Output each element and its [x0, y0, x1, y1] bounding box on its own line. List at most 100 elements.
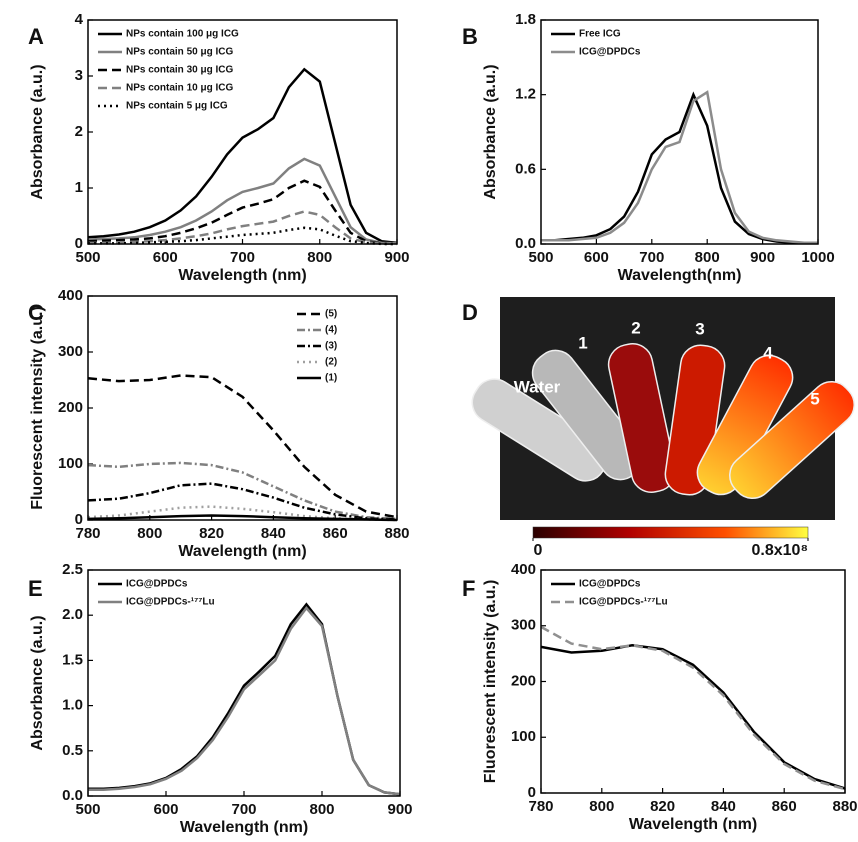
- x-tick-label: 880: [832, 798, 857, 815]
- y-tick-label: 400: [58, 287, 83, 304]
- series-line: [541, 91, 818, 245]
- x-tick-label: 800: [309, 801, 334, 818]
- series-line: [87, 157, 398, 245]
- tube-label: 1: [578, 333, 587, 352]
- y-tick-label: 1: [75, 179, 83, 196]
- y-axis-label: Absorbance (a.u.): [482, 64, 499, 199]
- x-tick-label: 880: [384, 525, 409, 542]
- tube-label: Water: [514, 377, 561, 396]
- x-tick-label: 820: [650, 798, 675, 815]
- tube-label: 4: [763, 343, 773, 362]
- y-tick-label: 0: [75, 235, 83, 252]
- legend-label: ICG@DPDCs: [579, 47, 641, 58]
- colorbar-tick-label: 0: [534, 542, 543, 559]
- legend-label: (2): [325, 357, 337, 368]
- y-tick-label: 0.6: [515, 160, 536, 177]
- series-line: [88, 210, 398, 246]
- legend-label: (4): [325, 325, 337, 336]
- x-axis-label: Wavelength (nm): [180, 819, 308, 836]
- legend-label: (1): [325, 373, 337, 384]
- plot-frame: [87, 569, 401, 797]
- x-tick-label: 900: [387, 801, 412, 818]
- panel-letter: A: [28, 24, 44, 49]
- y-tick-label: 0: [75, 511, 83, 528]
- x-axis-label: Wavelength(nm): [618, 267, 742, 284]
- legend-label: NPs contain 30 μg ICG: [126, 65, 233, 76]
- x-tick-label: 900: [750, 249, 775, 266]
- series-line: [87, 179, 398, 246]
- x-tick-label: 700: [231, 801, 256, 818]
- y-tick-label: 1.8: [515, 11, 536, 28]
- series-line: [540, 644, 846, 790]
- y-tick-label: 0.0: [62, 787, 83, 804]
- x-axis-label: Wavelength (nm): [629, 816, 757, 833]
- panel-letter: E: [28, 576, 43, 601]
- legend-label: ICG@DPDCs-¹⁷⁷Lu: [126, 597, 215, 608]
- y-axis-label: Absorbance (a.u.): [29, 615, 46, 750]
- series-line: [87, 67, 398, 245]
- x-tick-label: 860: [323, 525, 348, 542]
- x-tick-label: 860: [772, 798, 797, 815]
- legend-label: NPs contain 50 μg ICG: [126, 47, 233, 58]
- y-axis-label: Absorbance (a.u.): [29, 64, 46, 199]
- x-tick-label: 500: [528, 249, 553, 266]
- legend-label: NPs contain 5 μg ICG: [126, 101, 228, 112]
- x-tick-label: 600: [153, 249, 178, 266]
- tube-label: 3: [695, 319, 704, 338]
- series-line: [541, 90, 818, 245]
- y-tick-label: 0: [528, 784, 536, 801]
- y-tick-label: 2.5: [62, 561, 83, 578]
- x-tick-label: 700: [230, 249, 255, 266]
- x-tick-label: 840: [711, 798, 736, 815]
- tube-label: 5: [810, 389, 819, 408]
- y-tick-label: 400: [511, 561, 536, 578]
- x-tick-label: 1000: [801, 249, 834, 266]
- legend-label: ICG@DPDCs: [126, 579, 188, 590]
- y-tick-label: 200: [511, 672, 536, 689]
- x-tick-label: 600: [584, 249, 609, 266]
- x-tick-label: 800: [137, 525, 162, 542]
- legend-label: ICG@DPDCs: [579, 579, 641, 590]
- tube-label: 2: [631, 318, 640, 337]
- y-tick-label: 0.0: [515, 235, 536, 252]
- series-line: [87, 461, 398, 521]
- plot-frame: [540, 569, 846, 794]
- x-tick-label: 600: [153, 801, 178, 818]
- x-tick-label: 500: [75, 249, 100, 266]
- panel-letter: C: [28, 300, 44, 325]
- series-line: [87, 514, 398, 522]
- y-tick-label: 1.5: [62, 651, 83, 668]
- y-tick-label: 0.5: [62, 742, 83, 759]
- y-tick-label: 300: [511, 617, 536, 634]
- x-tick-label: 500: [75, 801, 100, 818]
- y-tick-label: 4: [75, 11, 84, 28]
- y-axis-label: Fluorescent intensity (a.u.): [29, 306, 46, 510]
- y-tick-label: 300: [58, 343, 83, 360]
- plot-frame: [87, 19, 398, 245]
- x-tick-label: 800: [589, 798, 614, 815]
- x-tick-label: 800: [695, 249, 720, 266]
- tube: [607, 343, 677, 493]
- y-tick-label: 2.0: [62, 606, 83, 623]
- plot-frame: [87, 295, 398, 521]
- legend-label: NPs contain 10 μg ICG: [126, 83, 233, 94]
- colorbar: [532, 526, 809, 539]
- y-tick-label: 100: [511, 728, 536, 745]
- panel-letter: F: [462, 576, 475, 601]
- panel-letter: D: [462, 300, 478, 325]
- plot-frame: [540, 19, 819, 245]
- series-line: [88, 606, 401, 796]
- legend-label: Free ICG: [579, 29, 621, 40]
- y-tick-label: 1.0: [62, 697, 83, 714]
- x-tick-label: 820: [199, 525, 224, 542]
- y-tick-label: 200: [58, 399, 83, 416]
- x-tick-label: 800: [307, 249, 332, 266]
- y-tick-label: 1.2: [515, 86, 536, 103]
- x-tick-label: 780: [528, 798, 553, 815]
- x-axis-label: Wavelength (nm): [178, 267, 306, 284]
- series-line: [87, 374, 398, 519]
- tube: [729, 380, 855, 500]
- y-tick-label: 2: [75, 123, 83, 140]
- panel-letter: B: [462, 24, 478, 49]
